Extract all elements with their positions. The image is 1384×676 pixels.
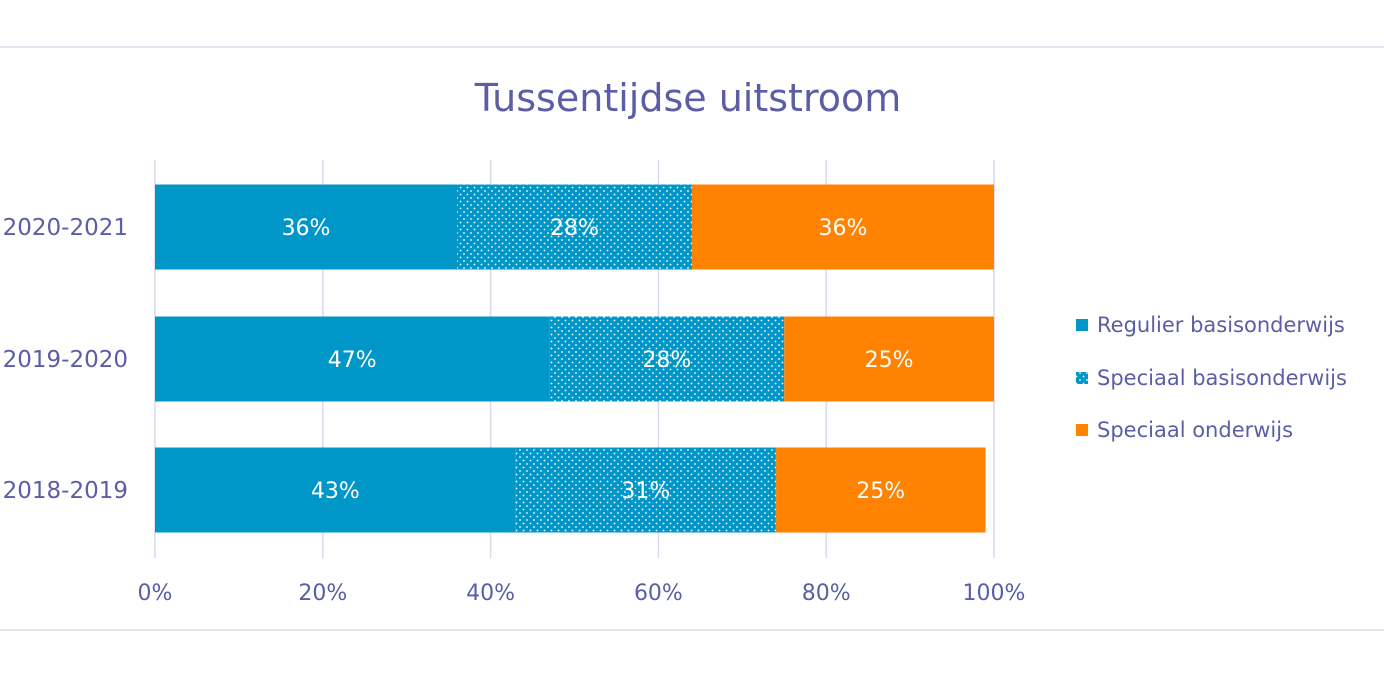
- legend-swatch: [1076, 319, 1088, 331]
- bar-segment: [155, 316, 550, 402]
- data-label: 47%: [328, 348, 377, 373]
- bar-segment: [155, 447, 516, 533]
- y-category-label: 2018-2019: [3, 478, 128, 504]
- legend-label: Speciaal basisonderwijs: [1097, 366, 1347, 390]
- bar-segment: [691, 184, 994, 270]
- x-tick-label: 40%: [466, 581, 515, 606]
- x-tick-label: 60%: [634, 581, 683, 606]
- x-tick-label: 20%: [298, 581, 347, 606]
- x-tick-label: 100%: [963, 581, 1026, 606]
- bar-segment: [457, 184, 692, 270]
- data-label: 31%: [621, 479, 670, 504]
- legend-label: Regulier basisonderwijs: [1097, 313, 1345, 337]
- bar-segment: [775, 447, 986, 533]
- data-label: 28%: [642, 348, 691, 373]
- data-label: 36%: [819, 216, 868, 241]
- data-labels: 36% 28% 36% 47% 28% 25% 43% 31% 25%: [282, 216, 914, 504]
- x-tick-label: 80%: [802, 581, 851, 606]
- data-label: 28%: [550, 216, 599, 241]
- data-label: 25%: [856, 479, 905, 504]
- data-label: 25%: [865, 348, 914, 373]
- y-category-label: 2020-2021: [3, 215, 128, 241]
- bar-segment: [549, 316, 785, 402]
- bars: [155, 184, 994, 533]
- legend-swatch: [1076, 424, 1088, 436]
- y-category-label: 2019-2020: [3, 347, 128, 373]
- bar-segment: [784, 316, 994, 402]
- legend-swatch: [1076, 372, 1088, 384]
- bar-segment: [515, 447, 776, 533]
- axes: 0% 20% 40% 60% 80% 100% 2020-2021 2019-2020 2018…: [3, 215, 1026, 606]
- legend-label: Speciaal onderwijs: [1097, 418, 1293, 442]
- legend: Regulier basisonderwijs Speciaal basisond…: [1076, 313, 1347, 442]
- data-label: 43%: [311, 479, 360, 504]
- bar-segment: [155, 184, 458, 270]
- data-label: 36%: [282, 216, 331, 241]
- x-tick-label: 0%: [138, 581, 173, 606]
- chart-title: Tussentijdse uitstroom: [474, 76, 902, 120]
